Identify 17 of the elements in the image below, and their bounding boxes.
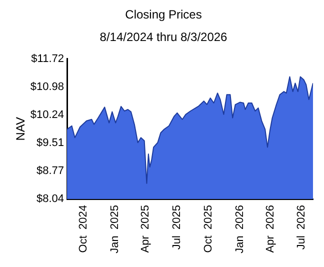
x-tick-label: Oct 2025 [202, 205, 214, 253]
y-tick-label: $10.98 [30, 81, 64, 94]
y-tick-label: $9.51 [36, 137, 64, 150]
y-axis-title: NAV [14, 117, 28, 141]
chart-subtitle: 8/14/2024 thru 8/3/2026 [100, 30, 228, 44]
x-tick-label: Jul 2025 [170, 205, 183, 250]
y-tick-label: $11.72 [31, 52, 64, 65]
y-tick-label: $8.77 [36, 165, 64, 178]
y-tick-label: $8.04 [36, 193, 64, 206]
chart-title: Closing Prices [125, 8, 202, 22]
x-tick-label: Jul 2026 [296, 205, 308, 250]
x-tick-label: Jan 2025 [108, 205, 121, 254]
x-tick-label: Apr 2025 [140, 205, 152, 253]
y-tick-label: $10.24 [30, 109, 64, 122]
x-tick-label: Apr 2026 [264, 205, 277, 253]
x-tick-label: Oct 2024 [77, 205, 90, 253]
x-tick-label: Jan 2026 [234, 205, 246, 254]
